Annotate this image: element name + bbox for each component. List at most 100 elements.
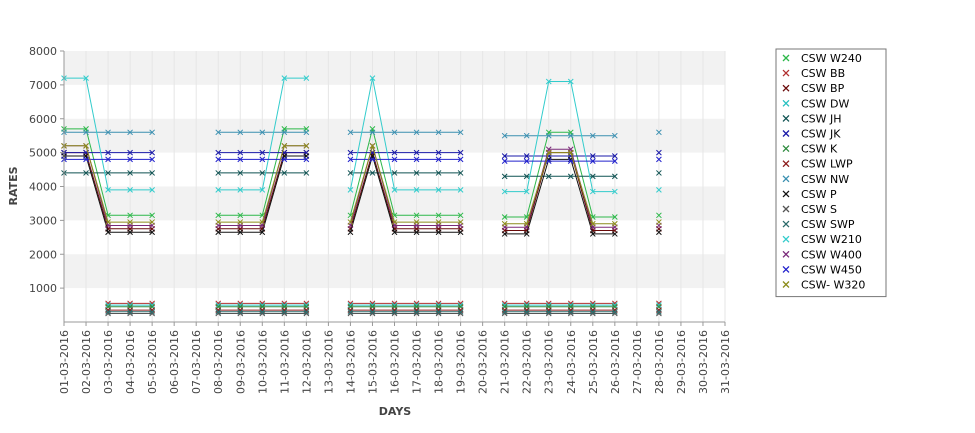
data-point — [589, 158, 596, 164]
data-point — [347, 170, 354, 176]
data-point — [589, 188, 596, 195]
data-point — [435, 229, 442, 236]
data-point — [656, 187, 662, 193]
x-tick-label: 31-03-2016 — [719, 330, 732, 394]
data-point — [457, 149, 464, 156]
legend-label: CSW BB — [801, 67, 845, 80]
data-point — [83, 170, 89, 176]
data-point — [457, 212, 464, 219]
data-point — [259, 308, 266, 315]
data-point — [545, 149, 552, 156]
x-tick-label: 29-03-2016 — [675, 330, 688, 394]
data-point — [237, 156, 244, 163]
data-point — [105, 219, 111, 225]
data-point — [127, 212, 133, 219]
data-point — [501, 231, 508, 237]
x-tick-label: 10-03-2016 — [256, 330, 269, 394]
legend-label: CSW W240 — [801, 52, 862, 65]
data-point — [347, 219, 354, 225]
data-point — [656, 170, 662, 176]
data-point — [215, 308, 222, 315]
data-point — [303, 156, 310, 163]
legend-label: CSW JK — [801, 128, 841, 141]
data-point — [215, 149, 222, 156]
data-point — [435, 308, 442, 315]
data-point — [369, 129, 376, 136]
data-point — [457, 187, 464, 193]
x-tick-label: 14-03-2016 — [344, 330, 357, 394]
data-point — [215, 170, 222, 176]
data-point — [105, 170, 111, 176]
y-tick-label: 5000 — [29, 147, 57, 160]
legend: CSW W240 CSW BB CSW BP CSW DW CSW JH CSW JK CS… — [775, 48, 887, 298]
data-point — [656, 149, 662, 156]
data-point — [413, 129, 420, 136]
data-point — [369, 308, 376, 315]
x-tick-label: 06-03-2016 — [168, 330, 181, 394]
legend-label: CSW S — [801, 203, 837, 216]
series-line — [504, 81, 615, 193]
legend-marker — [782, 220, 790, 228]
data-point — [501, 214, 508, 220]
x-tick-label: 11-03-2016 — [278, 330, 291, 394]
legend-marker — [782, 235, 790, 243]
data-point — [83, 129, 89, 136]
data-point — [281, 142, 288, 149]
legend-label: CSW P — [801, 188, 837, 201]
data-point — [237, 308, 244, 315]
data-point — [215, 187, 222, 193]
data-point — [391, 308, 398, 315]
data-point — [611, 188, 618, 195]
data-point — [413, 156, 420, 163]
series — [105, 308, 662, 315]
data-point — [457, 129, 464, 136]
data-point — [523, 132, 530, 139]
x-tick-label: 26-03-2016 — [609, 330, 622, 394]
data-point — [435, 212, 442, 219]
series — [61, 149, 662, 159]
data-point — [545, 173, 552, 180]
legend-marker — [782, 84, 790, 92]
data-point — [127, 149, 133, 156]
x-tick-label: 23-03-2016 — [543, 330, 556, 394]
legend-label: CSW- W320 — [801, 279, 865, 292]
data-point — [611, 214, 618, 220]
data-point — [149, 219, 155, 225]
data-point — [237, 229, 244, 236]
x-tick-label: 22-03-2016 — [521, 330, 534, 394]
legend-label: CSW W400 — [801, 248, 862, 261]
legend-marker — [782, 160, 790, 168]
data-point — [149, 229, 155, 236]
data-point — [435, 170, 442, 176]
data-point — [105, 129, 111, 136]
data-point — [215, 156, 222, 163]
data-point — [347, 308, 354, 315]
data-point — [215, 129, 222, 136]
data-point — [457, 156, 464, 163]
data-point — [589, 132, 596, 139]
x-tick-label: 21-03-2016 — [499, 330, 512, 394]
legend-box — [775, 48, 887, 298]
data-point — [391, 219, 398, 225]
x-tick-label: 12-03-2016 — [300, 330, 313, 394]
x-tick-label: 07-03-2016 — [190, 330, 203, 394]
legend-label: CSW W210 — [801, 233, 862, 246]
x-tick-label: 09-03-2016 — [234, 330, 247, 394]
data-point — [457, 308, 464, 315]
data-point — [656, 212, 662, 219]
series-line — [349, 143, 461, 223]
x-tick-label: 16-03-2016 — [389, 330, 402, 394]
data-point — [105, 308, 111, 315]
series — [61, 126, 662, 220]
data-point — [589, 308, 596, 315]
data-point — [435, 129, 442, 136]
x-tick-label: 15-03-2016 — [366, 330, 379, 394]
data-point — [567, 149, 574, 156]
series-line — [349, 154, 461, 233]
legend-label: CSW DW — [801, 97, 850, 110]
legend-label: CSW K — [801, 143, 838, 156]
data-point — [281, 75, 288, 81]
data-point — [435, 187, 442, 193]
legend-marker — [782, 54, 790, 62]
data-point — [391, 229, 398, 236]
